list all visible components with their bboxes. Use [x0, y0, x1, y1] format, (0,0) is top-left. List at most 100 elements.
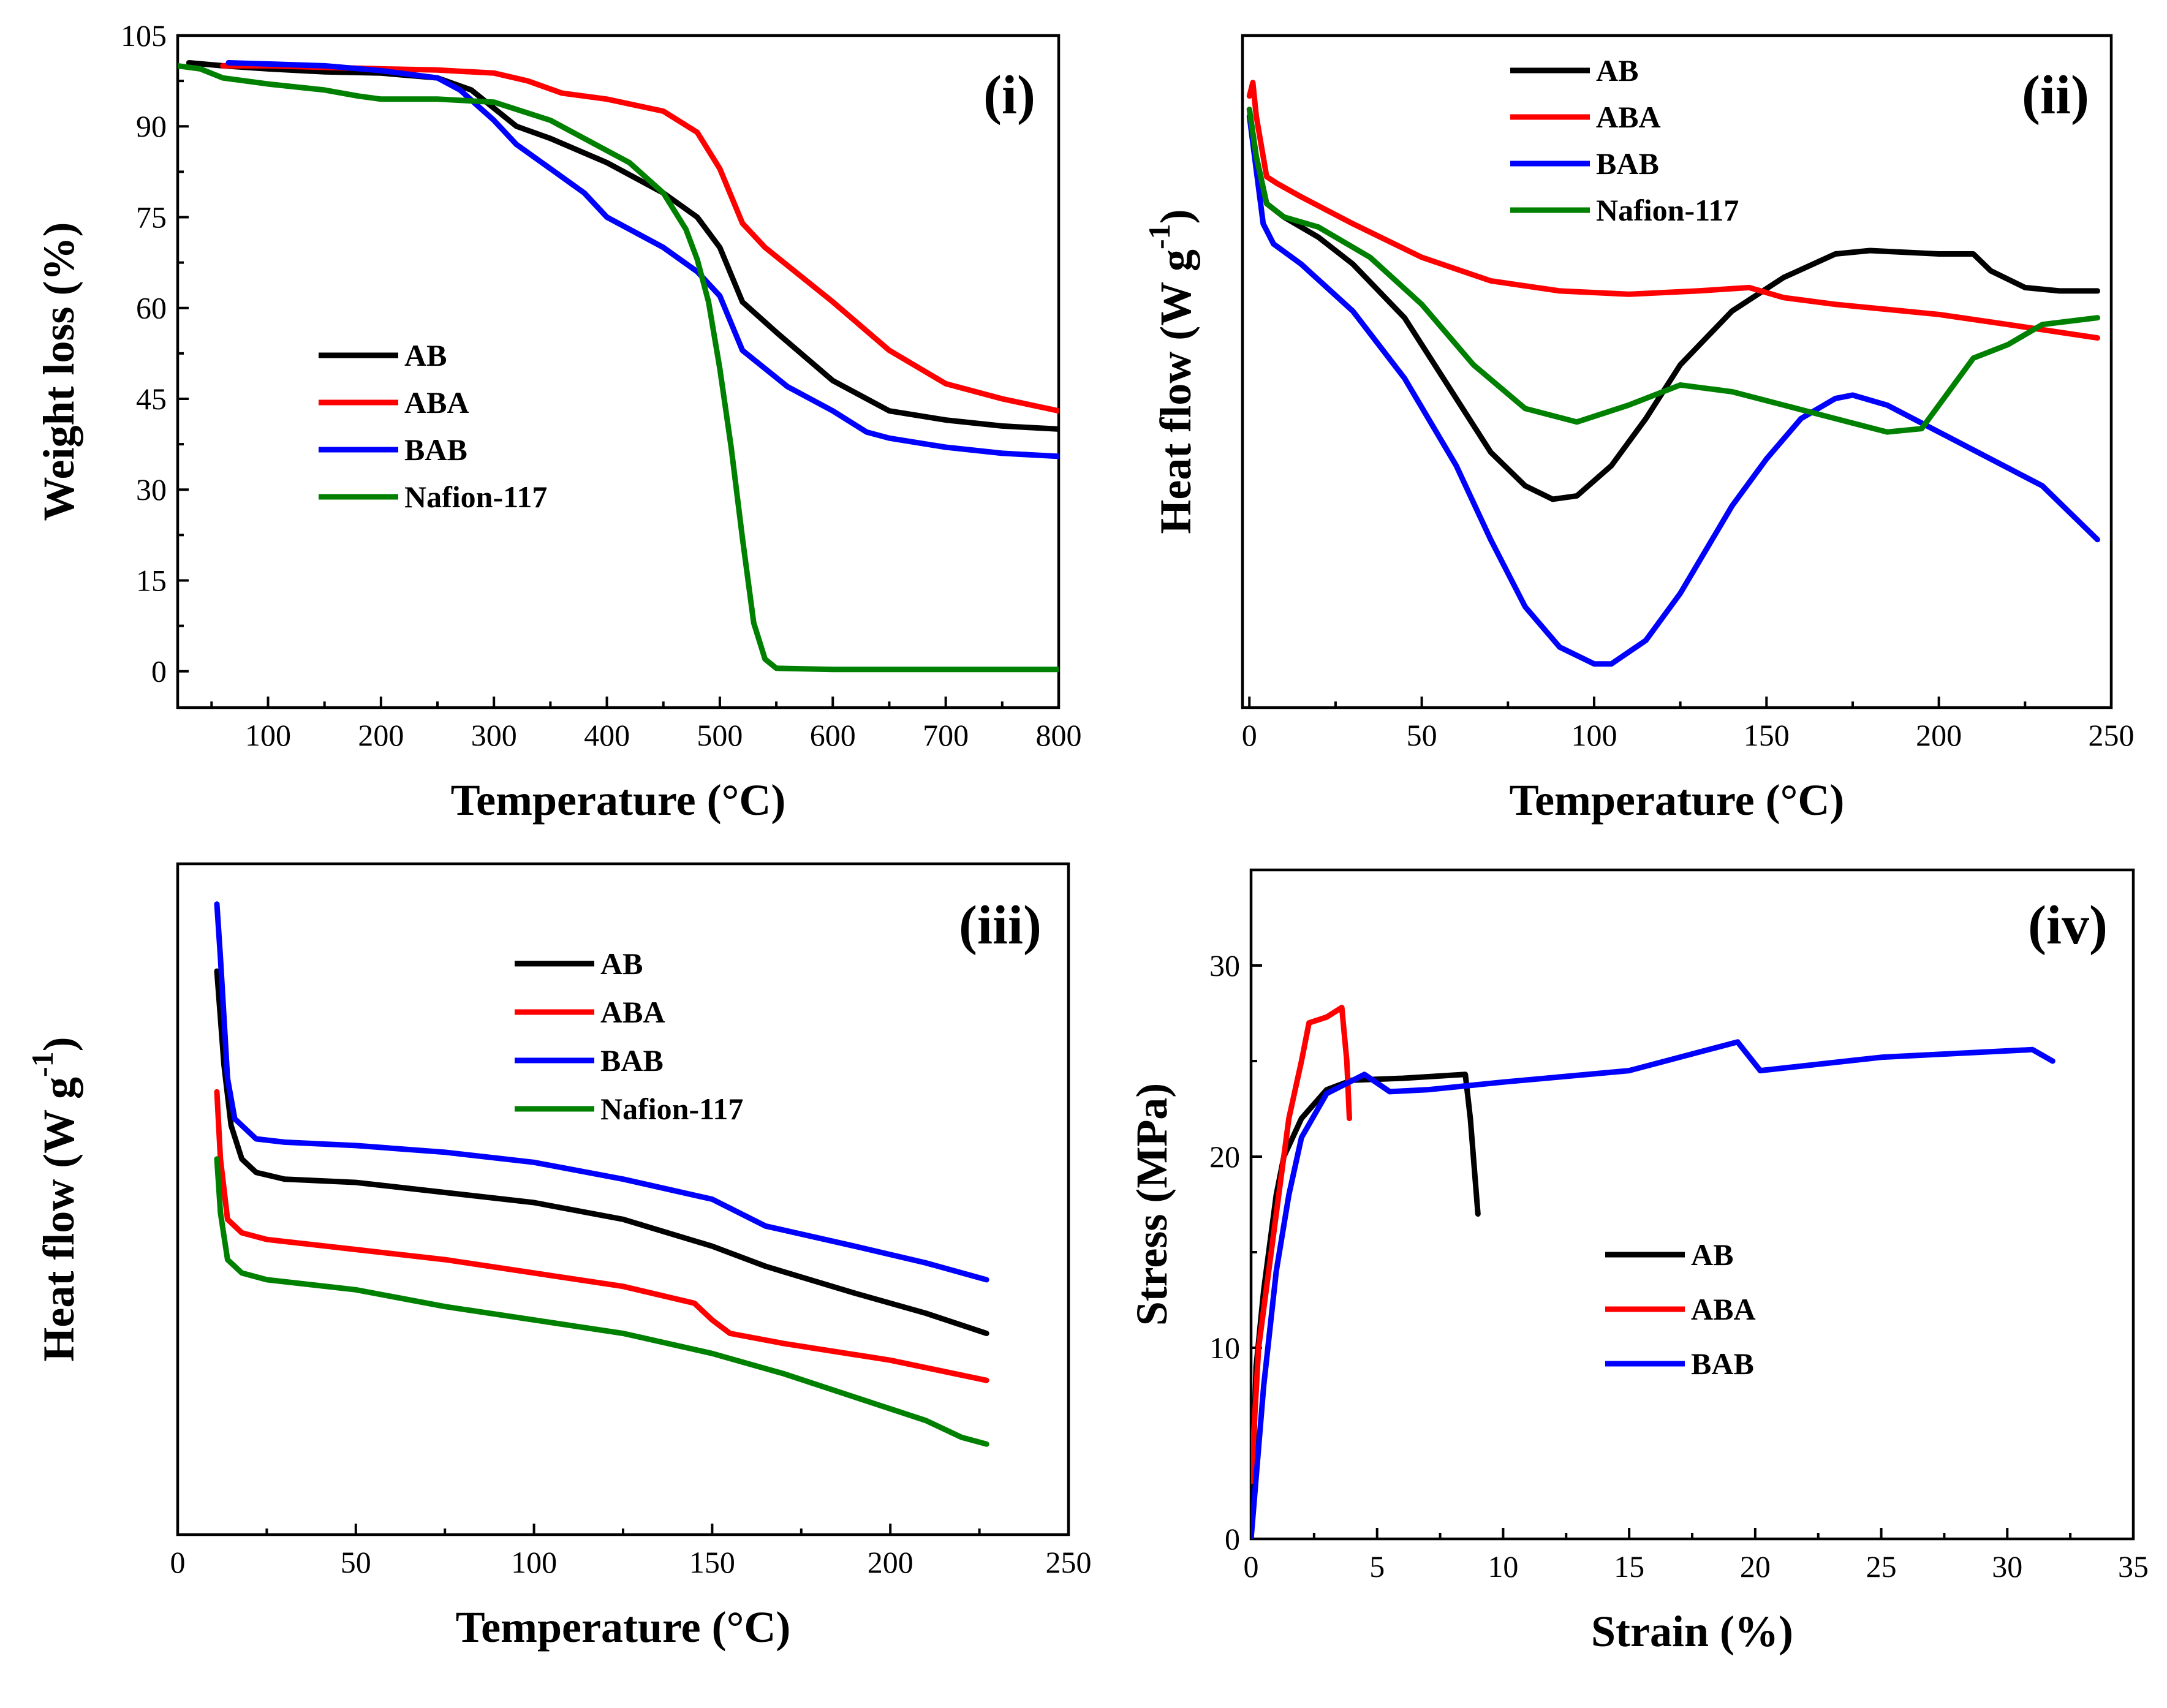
x-axis-title: Temperature (°C): [456, 1603, 791, 1652]
panel-iii: 0 50 100 150 200 250 Temperature (°C) Heat flow…: [25, 862, 1092, 1652]
series-line-bab: [1251, 1039, 2055, 1539]
y-axis-title-main: Heat flow (W g: [1151, 249, 1200, 534]
y-tick-label: 105: [121, 18, 167, 53]
y-tick-label: 0: [151, 654, 167, 689]
legend-label-bab: BAB: [404, 433, 467, 467]
x-tick-label: 600: [810, 718, 856, 752]
series-line-aba: [1246, 80, 2100, 341]
series-group: [1246, 80, 2100, 667]
series-line-ab: [1246, 107, 2100, 502]
y-axis-title: Stress (MPa): [1127, 1083, 1176, 1326]
y-axis-title-end: ): [1151, 209, 1200, 224]
legend-label-ab: AB: [1596, 53, 1638, 88]
x-tick-label: 50: [1407, 718, 1437, 752]
y-tick-label: 75: [136, 200, 167, 234]
series-line-nafion-117: [214, 1156, 989, 1447]
series-line-aba: [220, 62, 1059, 414]
x-axis-title: Temperature (°C): [451, 776, 786, 825]
panel-ii: 0 50 100 150 200 250 Temperature (°C) Heat flow…: [1142, 34, 2135, 825]
x-tick-label: 100: [245, 718, 291, 752]
x-tick-label: 25: [1866, 1549, 1897, 1584]
y-axis-title: Weight loss (%): [34, 222, 83, 521]
y-tick-label: 0: [1225, 1522, 1240, 1556]
x-axis-title: Strain (%): [1591, 1607, 1793, 1656]
y-axis-title-end: ): [34, 1037, 83, 1051]
legend-label-aba: ABA: [404, 385, 469, 420]
y-axis-title-main: Weight loss (%): [34, 222, 83, 521]
x-tick-label: 150: [689, 1545, 735, 1579]
legend-label-bab: BAB: [1691, 1347, 1754, 1381]
series-group: [1251, 1005, 2055, 1539]
y-tick-label: 20: [1209, 1139, 1240, 1174]
series-line-bab: [225, 60, 1059, 459]
series-line-ab: [186, 60, 1059, 432]
legend-label-ab: AB: [600, 947, 643, 981]
x-tick-label: 400: [584, 718, 630, 752]
panel-label: (ii): [2022, 65, 2089, 126]
y-tick-label: 60: [136, 291, 167, 325]
y-tick-label: 30: [1209, 948, 1240, 983]
y-axis-title: Heat flow (W g-1): [25, 1037, 83, 1361]
x-tick-label: 30: [1992, 1549, 2022, 1584]
y-axis-title-superscript: -1: [25, 1051, 59, 1077]
series-line-nafion-117: [1246, 107, 2100, 435]
legend-label-aba: ABA: [600, 995, 665, 1029]
panel-label: (iii): [959, 895, 1042, 956]
y-axis-title-main: Heat flow (W g: [34, 1077, 83, 1362]
y-axis-title-superscript: -1: [1142, 224, 1176, 249]
x-tick-label: 250: [2089, 718, 2135, 752]
y-axis-title: Heat flow (W g-1): [1142, 209, 1200, 534]
x-tick-label: 50: [341, 1545, 371, 1579]
legend-label-aba: ABA: [1691, 1292, 1756, 1326]
series-line-nafion-117: [178, 62, 1059, 673]
x-tick-label: 700: [923, 718, 969, 752]
panel-i: 100 200 300 400 500 600 700 800 0 15 30 45 60 75 90 105…: [34, 18, 1082, 825]
legend-label-nafion-117: Nafion-117: [600, 1092, 743, 1126]
y-tick-label: 45: [136, 382, 167, 416]
series-line-aba: [214, 1089, 989, 1383]
panel-label: (i): [983, 65, 1035, 126]
y-tick-label: 90: [136, 109, 167, 143]
legend-label-nafion-117: Nafion-117: [404, 480, 547, 514]
x-tick-label: 100: [1571, 718, 1617, 752]
y-tick-label: 10: [1209, 1331, 1240, 1365]
series-line-bab: [1246, 113, 2100, 667]
x-tick-label: 20: [1740, 1549, 1771, 1584]
panel-iv: 0 5 10 15 20 25 30 35 0 10 20 30 Strain (%) Stress (M…: [1127, 868, 2149, 1656]
x-tick-label: 200: [358, 718, 404, 752]
x-tick-label: 10: [1488, 1549, 1518, 1584]
legend-label-bab: BAB: [600, 1043, 664, 1078]
x-tick-label: 0: [1242, 718, 1257, 752]
x-tick-label: 250: [1046, 1545, 1092, 1579]
panel-label: (iv): [2028, 895, 2108, 956]
x-tick-label: 300: [471, 718, 517, 752]
x-tick-label: 800: [1036, 718, 1082, 752]
series-group: [214, 901, 989, 1447]
legend-label-bab: BAB: [1596, 146, 1659, 181]
x-tick-label: 0: [170, 1545, 186, 1579]
x-tick-label: 15: [1614, 1549, 1644, 1584]
series-line-ab: [214, 968, 989, 1336]
x-tick-label: 35: [2118, 1549, 2149, 1584]
series-line-aba: [1251, 1005, 1352, 1484]
series-line-bab: [214, 901, 989, 1283]
y-axis-title-main: Stress (MPa): [1127, 1083, 1176, 1326]
x-tick-label: 0: [1244, 1549, 1259, 1584]
x-tick-label: 150: [1744, 718, 1790, 752]
x-tick-label: 200: [1916, 718, 1962, 752]
plot-frame: [1241, 34, 2113, 709]
series-group: [178, 60, 1059, 673]
x-tick-label: 500: [697, 718, 743, 752]
x-tick-label: 200: [868, 1545, 913, 1579]
legend-label-ab: AB: [404, 338, 447, 372]
legend-label-ab: AB: [1691, 1238, 1733, 1272]
plot-frame: [1249, 868, 2135, 1541]
x-axis-title: Temperature (°C): [1510, 776, 1845, 825]
y-tick-label: 15: [136, 563, 167, 597]
legend-label-nafion-117: Nafion-117: [1596, 193, 1739, 227]
